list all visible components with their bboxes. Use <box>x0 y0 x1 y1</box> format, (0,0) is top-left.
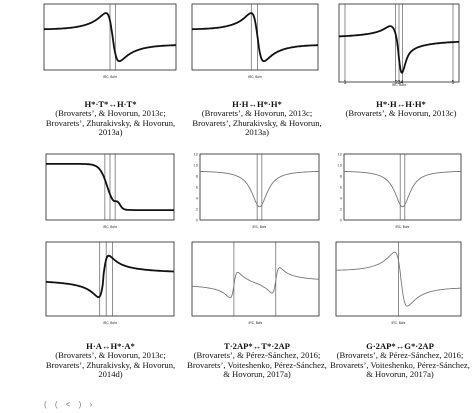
chart-panel-3: IRC, Bohr 1 234 5 <box>335 0 463 88</box>
series-line <box>192 12 318 63</box>
y-tick-label: 12 <box>194 152 199 157</box>
y-tick-label: 6 <box>340 185 343 190</box>
chart-panel-7: IRC, Bohr <box>40 238 178 326</box>
caption-6: G·2AP*↔G*·2AP (Brovarets’, & Pérez-Sánch… <box>330 341 470 380</box>
series-line <box>200 170 319 208</box>
y-tick-label: 10 <box>194 163 199 168</box>
plot-frame <box>191 241 320 317</box>
caption-5-ref: (Brovarets’, & Pérez-Sánchez, 2016; Brov… <box>187 350 327 380</box>
x-axis-label: IRC, Bohr <box>103 321 118 325</box>
series-line <box>46 163 174 211</box>
series-line <box>191 267 320 299</box>
x-axis-label: IRC, Bohr <box>396 225 411 229</box>
chart-8: IRC, Bohr <box>191 241 320 325</box>
x-tick-label: 1 <box>344 80 347 86</box>
y-tick-label: 6 <box>196 185 199 190</box>
page-footer-marks: ( ( < ) › <box>44 400 96 409</box>
y-tick-label: 2 <box>340 207 343 212</box>
x-axis-label: IRC, Bohr <box>392 321 407 325</box>
chart-1: IRC, Bohr <box>43 3 177 79</box>
y-tick-label: 2 <box>196 207 199 212</box>
caption-2-head: H·H↔H*·H* <box>232 99 282 109</box>
chart-panel-9: IRC, Bohr <box>330 238 465 326</box>
caption-3-ref: (Brovarets’, & Hovorun, 2013c) <box>345 108 457 119</box>
y-tick-label: 0 <box>340 218 343 223</box>
series-line <box>336 251 461 307</box>
x-axis-label: IRC, Bohr <box>253 225 268 229</box>
x-axis-label: IRC, Bohr <box>249 321 264 325</box>
series-line <box>344 170 461 208</box>
caption-5-head: T·2AP*↔T*·2AP <box>224 341 290 351</box>
chart-panel-4: IRC, Bohr <box>40 150 178 230</box>
plot-frame <box>45 241 175 317</box>
chart-panel-1: IRC, Bohr <box>38 0 180 80</box>
series-line <box>44 12 176 63</box>
x-tick-label: 234 <box>395 80 404 86</box>
series-line <box>46 254 174 298</box>
chart-2: IRC, Bohr <box>191 3 319 79</box>
caption-1-head: H*·T*↔H·T* <box>84 99 137 109</box>
x-axis-label: IRC, Bohr <box>103 75 118 79</box>
y-tick-label: 8 <box>340 174 343 179</box>
caption-1-ref: (Brovarets’, & Hovorun, 2013c; Brovarets… <box>45 108 176 138</box>
chart-panel-5: IRC, Bohr 12 10 8 6 4 2 0 <box>186 150 323 230</box>
caption-2: H·H↔H*·H* (Brovarets’, & Hovorun, 2013c;… <box>183 99 331 138</box>
plot-frame <box>191 3 319 71</box>
chart-5: IRC, Bohr 12 10 8 6 4 2 0 <box>194 152 320 229</box>
chart-panel-8: IRC, Bohr <box>186 238 323 326</box>
caption-2-ref: (Brovarets’, & Hovorun, 2013c; Brovarets… <box>192 108 322 138</box>
chart-7: IRC, Bohr <box>45 241 175 325</box>
series-line <box>338 25 460 74</box>
y-tick-label: 4 <box>196 196 199 201</box>
chart-panel-2: IRC, Bohr <box>186 0 322 80</box>
chart-panel-6: IRC, Bohr 12 10 8 6 4 2 0 <box>330 150 465 230</box>
plot-frame <box>199 153 320 221</box>
caption-5: T·2AP*↔T*·2AP (Brovarets’, & Pérez-Sánch… <box>183 341 331 380</box>
x-axis-label: IRC, Bohr <box>103 225 118 229</box>
y-tick-label: 0 <box>196 218 199 223</box>
y-tick-label: 12 <box>338 152 343 157</box>
x-axis-label: IRC, Bohr <box>392 83 407 87</box>
y-tick-label: 4 <box>340 196 343 201</box>
y-tick-label: 10 <box>338 163 343 168</box>
chart-3: IRC, Bohr 1 234 5 <box>338 3 460 87</box>
caption-4-head: H·A↔H*·A* <box>86 341 135 351</box>
caption-3-head: H*·H↔H·H* <box>376 99 426 109</box>
plot-frame <box>343 153 462 221</box>
x-tick-label: 5 <box>452 80 455 86</box>
caption-1: H*·T*↔H·T* (Brovarets’, & Hovorun, 2013c… <box>38 99 183 138</box>
caption-4: H·A↔H*·A* (Brovarets’, & Hovorun, 2013c;… <box>38 341 183 380</box>
caption-6-ref: (Brovarets’, & Pérez-Sánchez, 2016; Brov… <box>330 350 470 380</box>
caption-3: H*·H↔H·H* (Brovarets’, & Hovorun, 2013c) <box>331 99 471 119</box>
caption-4-ref: (Brovarets’, & Hovorun, 2013c; Brovarets… <box>45 350 176 380</box>
chart-9: IRC, Bohr <box>335 241 462 325</box>
caption-6-head: G·2AP*↔G*·2AP <box>366 341 434 351</box>
y-tick-label: 8 <box>196 174 199 179</box>
chart-4: IRC, Bohr <box>45 153 175 229</box>
chart-6: IRC, Bohr 12 10 8 6 4 2 0 <box>338 152 462 229</box>
x-axis-label: IRC, Bohr <box>248 75 263 79</box>
